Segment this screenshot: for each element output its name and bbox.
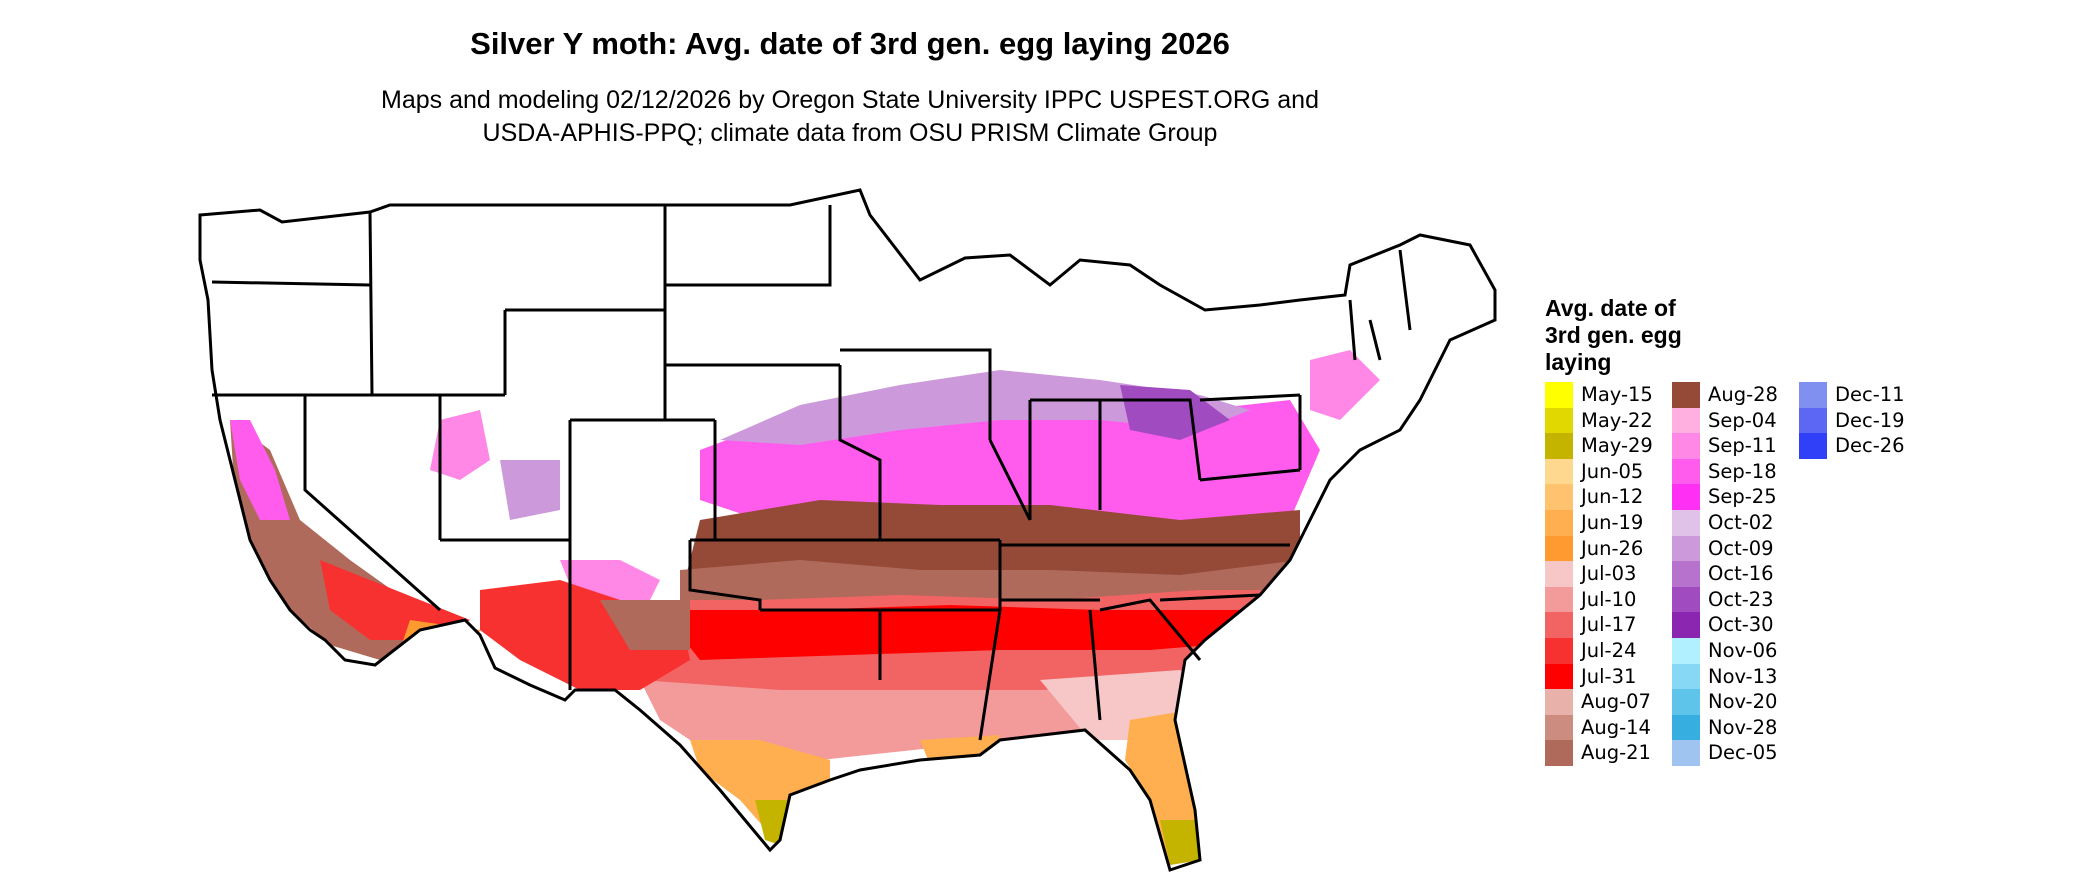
legend-label: Aug-07: [1581, 690, 1651, 714]
legend-swatch: [1672, 433, 1700, 459]
legend-swatch: [1545, 433, 1573, 459]
phenology-raster: [230, 350, 1380, 865]
legend-label: Jul-03: [1581, 562, 1637, 586]
legend-swatch: [1672, 509, 1700, 536]
legend-swatch: [1545, 637, 1573, 664]
legend-swatch: [1545, 458, 1573, 485]
legend-swatch: [1545, 382, 1573, 408]
legend-label: May-22: [1581, 408, 1653, 432]
legend-title-line-1: Avg. date of: [1545, 295, 1676, 321]
legend-swatch: [1672, 714, 1700, 741]
subtitle-line-1: Maps and modeling 02/12/2026 by Oregon S…: [381, 86, 1319, 114]
legend-label: Jun-19: [1581, 510, 1644, 534]
country-outline: [198, 188, 1497, 872]
legend-label: Jun-12: [1581, 485, 1644, 509]
legend-swatch: [1672, 637, 1700, 664]
legend-swatch: [1545, 561, 1573, 587]
legend-swatch: [1799, 382, 1827, 408]
legend-swatch: [1672, 407, 1700, 434]
legend-label: Oct-09: [1708, 536, 1774, 560]
legend-label: Jun-26: [1581, 536, 1644, 560]
legend-title: Avg. date of 3rd gen. egg laying: [1545, 295, 1745, 376]
legend-swatch: [1672, 689, 1700, 715]
legend-label: Sep-04: [1708, 408, 1777, 432]
legend-label: Sep-25: [1708, 485, 1777, 509]
map-legend: Avg. date of 3rd gen. egg laying May-15 M…: [1545, 295, 1905, 766]
legend-label: Oct-02: [1708, 510, 1774, 534]
legend-label: Jul-17: [1581, 613, 1637, 637]
legend-label: Aug-21: [1581, 741, 1651, 765]
legend-swatch: [1545, 407, 1573, 434]
legend-swatch: [1799, 433, 1827, 459]
legend-label: Oct-16: [1708, 562, 1774, 586]
map-subtitle: Maps and modeling 02/12/2026 by Oregon S…: [0, 84, 1700, 150]
legend-swatch: [1672, 458, 1700, 485]
legend-label: Aug-28: [1708, 383, 1778, 406]
subtitle-line-2: USDA-APHIS-PPQ; climate data from OSU PR…: [482, 119, 1218, 147]
legend-swatch: [1545, 509, 1573, 536]
legend-swatch: [1545, 612, 1573, 638]
legend-swatch: [1672, 382, 1700, 408]
legend-label: May-29: [1581, 434, 1653, 458]
legend-label: Nov-28: [1708, 715, 1778, 739]
legend-label: Nov-06: [1708, 638, 1778, 662]
legend-swatch: [1672, 740, 1700, 766]
legend-swatch: [1672, 484, 1700, 510]
legend-swatch: [1672, 535, 1700, 562]
legend-label: Dec-19: [1835, 408, 1905, 432]
legend-swatch: [1545, 586, 1573, 613]
legend-swatch: [1672, 612, 1700, 638]
legend-swatch: [1545, 740, 1573, 766]
legend-swatch: [1545, 484, 1573, 510]
legend-label: Nov-20: [1708, 690, 1778, 714]
legend-swatch: [1545, 663, 1573, 690]
legend-label: Dec-26: [1835, 434, 1905, 458]
legend-label: May-15: [1581, 383, 1653, 406]
legend-label: Sep-11: [1708, 434, 1777, 458]
legend-label: Sep-18: [1708, 459, 1777, 483]
legend-swatch: [1672, 561, 1700, 587]
legend-label: Nov-13: [1708, 664, 1778, 688]
legend-swatch: [1672, 586, 1700, 613]
us-map: [198, 188, 1497, 872]
legend-label: Oct-23: [1708, 587, 1774, 611]
legend-label: Jul-24: [1581, 638, 1637, 662]
legend-label: Dec-11: [1835, 383, 1905, 406]
state-boundaries: [211, 205, 1412, 741]
map-title: Silver Y moth: Avg. date of 3rd gen. egg…: [470, 26, 1230, 61]
legend-swatch: [1672, 663, 1700, 690]
legend-label: Aug-14: [1581, 715, 1651, 739]
legend-title-line-2: 3rd gen. egg: [1545, 322, 1682, 348]
legend-swatch: [1545, 689, 1573, 715]
legend-label: Oct-30: [1708, 613, 1774, 637]
legend-label: Jul-31: [1581, 664, 1637, 688]
legend-swatch: [1545, 714, 1573, 741]
legend-label: Jun-05: [1581, 459, 1644, 483]
legend-label: Dec-05: [1708, 741, 1778, 765]
legend-label: Jul-10: [1581, 587, 1637, 611]
legend-swatch: [1799, 407, 1827, 434]
legend-title-line-3: laying: [1545, 349, 1612, 375]
legend-swatch: [1545, 535, 1573, 562]
